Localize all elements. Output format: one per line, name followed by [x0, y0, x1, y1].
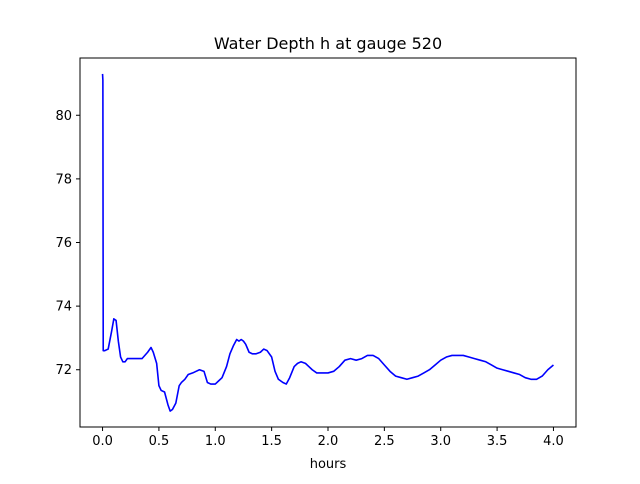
y-axis-ticks: 72 74 76 78 80 [55, 109, 80, 378]
x-tick-label: 0.5 [149, 434, 170, 449]
x-tick-label: 1.5 [261, 434, 282, 449]
x-axis-ticks: 0.0 0.5 1.0 1.5 2.0 2.5 3.0 3.5 4.0 [92, 427, 564, 449]
y-tick-label: 78 [55, 172, 72, 187]
x-tick-label: 2.5 [374, 434, 395, 449]
x-tick-label: 1.0 [205, 434, 226, 449]
series-line [101, 73, 554, 412]
x-tick-label: 3.5 [487, 434, 508, 449]
x-tick-label: 2.0 [318, 434, 339, 449]
y-tick-label: 80 [55, 109, 72, 124]
x-tick-label: 3.0 [430, 434, 451, 449]
y-tick-label: 74 [55, 300, 72, 315]
chart-title: Water Depth h at gauge 520 [214, 34, 442, 53]
y-tick-label: 72 [55, 363, 72, 378]
y-tick-label: 76 [55, 236, 72, 251]
x-tick-label: 4.0 [543, 434, 564, 449]
x-tick-label: 0.0 [92, 434, 113, 449]
plot-area [101, 73, 554, 412]
x-axis-label: hours [310, 457, 347, 472]
